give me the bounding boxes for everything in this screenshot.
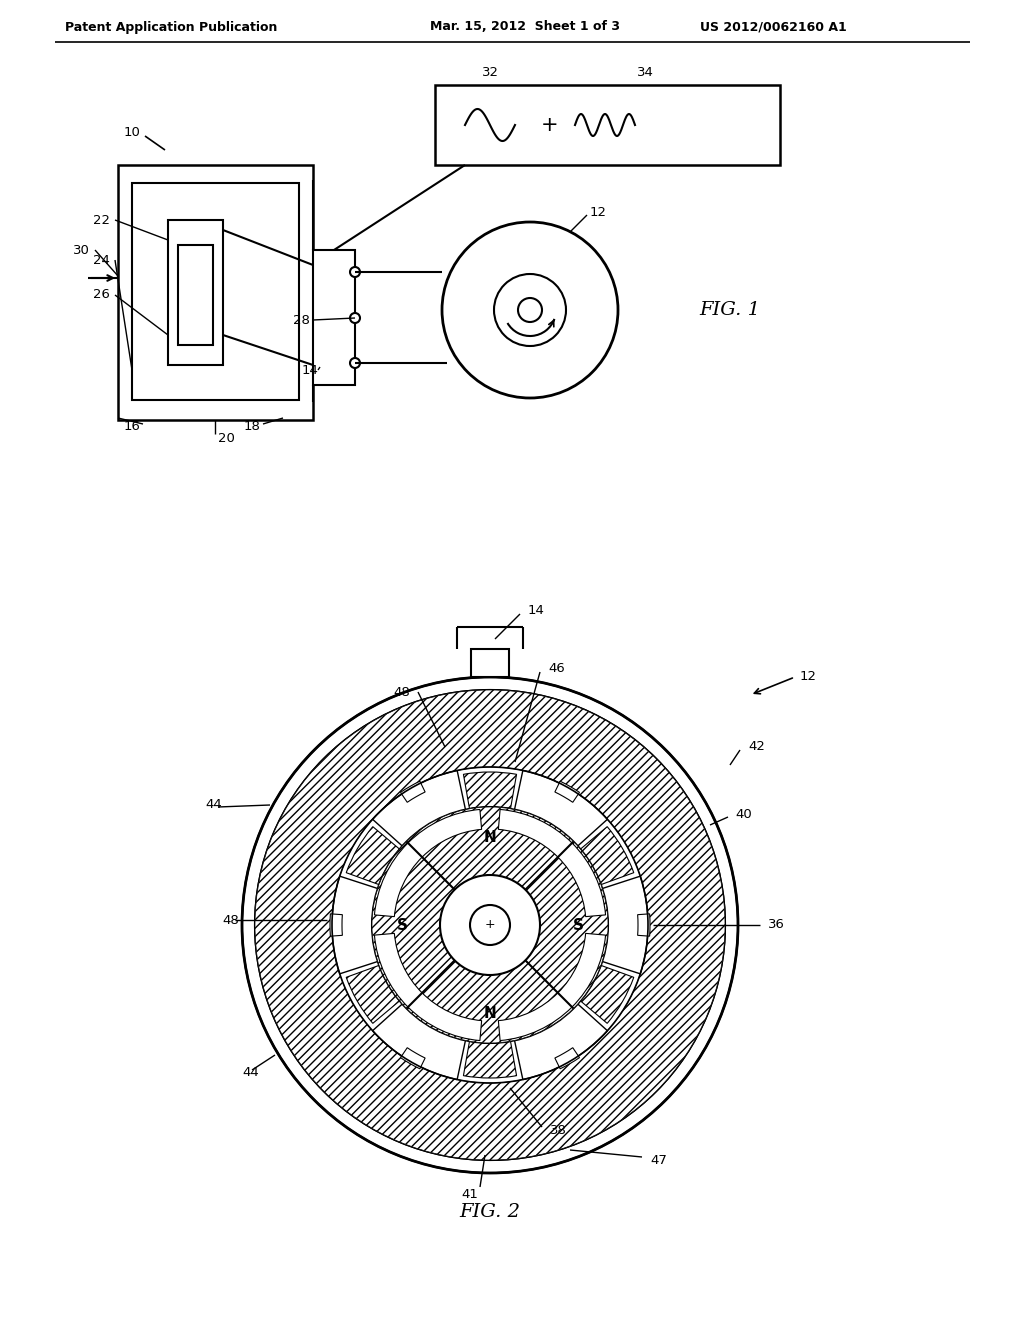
Text: 42: 42	[748, 741, 765, 754]
Text: 48: 48	[222, 913, 239, 927]
Bar	[132, 183, 299, 400]
Circle shape	[350, 313, 360, 323]
Circle shape	[470, 906, 510, 945]
Text: FIG. 2: FIG. 2	[460, 1203, 520, 1221]
Text: +: +	[484, 919, 496, 932]
Wedge shape	[581, 826, 634, 884]
Wedge shape	[242, 677, 738, 1173]
Text: 32: 32	[481, 66, 499, 78]
Text: +: +	[542, 115, 559, 135]
Text: 36: 36	[768, 919, 784, 932]
Text: 46: 46	[548, 663, 565, 676]
Text: Mar. 15, 2012  Sheet 1 of 3: Mar. 15, 2012 Sheet 1 of 3	[430, 21, 620, 33]
Wedge shape	[638, 913, 650, 936]
Text: 30: 30	[73, 243, 90, 256]
Bar	[118, 165, 313, 420]
Wedge shape	[372, 807, 608, 1043]
Text: S: S	[572, 917, 584, 932]
Text: N: N	[483, 1006, 497, 1020]
Wedge shape	[543, 876, 648, 974]
Wedge shape	[502, 962, 607, 1080]
Text: 28: 28	[293, 314, 310, 326]
Wedge shape	[499, 933, 605, 1040]
Circle shape	[255, 690, 725, 1160]
Text: US 2012/0062160 A1: US 2012/0062160 A1	[700, 21, 847, 33]
Text: 41: 41	[462, 1188, 478, 1201]
Text: 20: 20	[218, 432, 234, 445]
Wedge shape	[581, 965, 634, 1023]
Bar	[435, 84, 780, 165]
Text: 12: 12	[800, 671, 817, 684]
Text: N: N	[483, 829, 497, 845]
Bar	[168, 220, 223, 366]
Wedge shape	[375, 933, 481, 1040]
Wedge shape	[464, 1041, 516, 1078]
Wedge shape	[375, 809, 481, 916]
Text: 14: 14	[528, 605, 545, 618]
Wedge shape	[332, 876, 437, 974]
Text: 16: 16	[123, 421, 140, 433]
Circle shape	[440, 875, 540, 975]
Wedge shape	[346, 965, 399, 1023]
Wedge shape	[330, 913, 342, 936]
Text: Patent Application Publication: Patent Application Publication	[65, 21, 278, 33]
Wedge shape	[373, 962, 478, 1080]
Wedge shape	[555, 1048, 580, 1069]
Text: 40: 40	[735, 808, 752, 821]
Wedge shape	[555, 781, 580, 803]
Bar	[178, 246, 213, 345]
Text: 12: 12	[590, 206, 607, 219]
Wedge shape	[373, 771, 478, 888]
Text: 38: 38	[550, 1123, 567, 1137]
Circle shape	[372, 807, 608, 1043]
Circle shape	[518, 298, 542, 322]
Text: 44: 44	[205, 799, 222, 812]
Wedge shape	[255, 690, 725, 1160]
Text: 26: 26	[93, 289, 110, 301]
Text: FIG. 1: FIG. 1	[699, 301, 761, 319]
Text: 48: 48	[393, 685, 410, 698]
Text: 10: 10	[123, 125, 140, 139]
Circle shape	[350, 358, 360, 368]
Circle shape	[494, 275, 566, 346]
Text: S: S	[396, 917, 408, 932]
Text: 47: 47	[650, 1154, 667, 1167]
Wedge shape	[346, 826, 399, 884]
Text: 14: 14	[301, 363, 318, 376]
Wedge shape	[400, 781, 425, 803]
Wedge shape	[499, 809, 605, 916]
Wedge shape	[400, 1048, 425, 1069]
Wedge shape	[502, 771, 607, 888]
Text: 18: 18	[243, 421, 260, 433]
Bar	[313, 249, 355, 385]
Circle shape	[442, 222, 618, 399]
Bar	[471, 649, 509, 677]
Text: 34: 34	[637, 66, 653, 78]
Wedge shape	[464, 772, 516, 809]
Text: 44: 44	[242, 1067, 259, 1080]
Text: 22: 22	[93, 214, 110, 227]
Circle shape	[350, 267, 360, 277]
Text: 24: 24	[93, 253, 110, 267]
